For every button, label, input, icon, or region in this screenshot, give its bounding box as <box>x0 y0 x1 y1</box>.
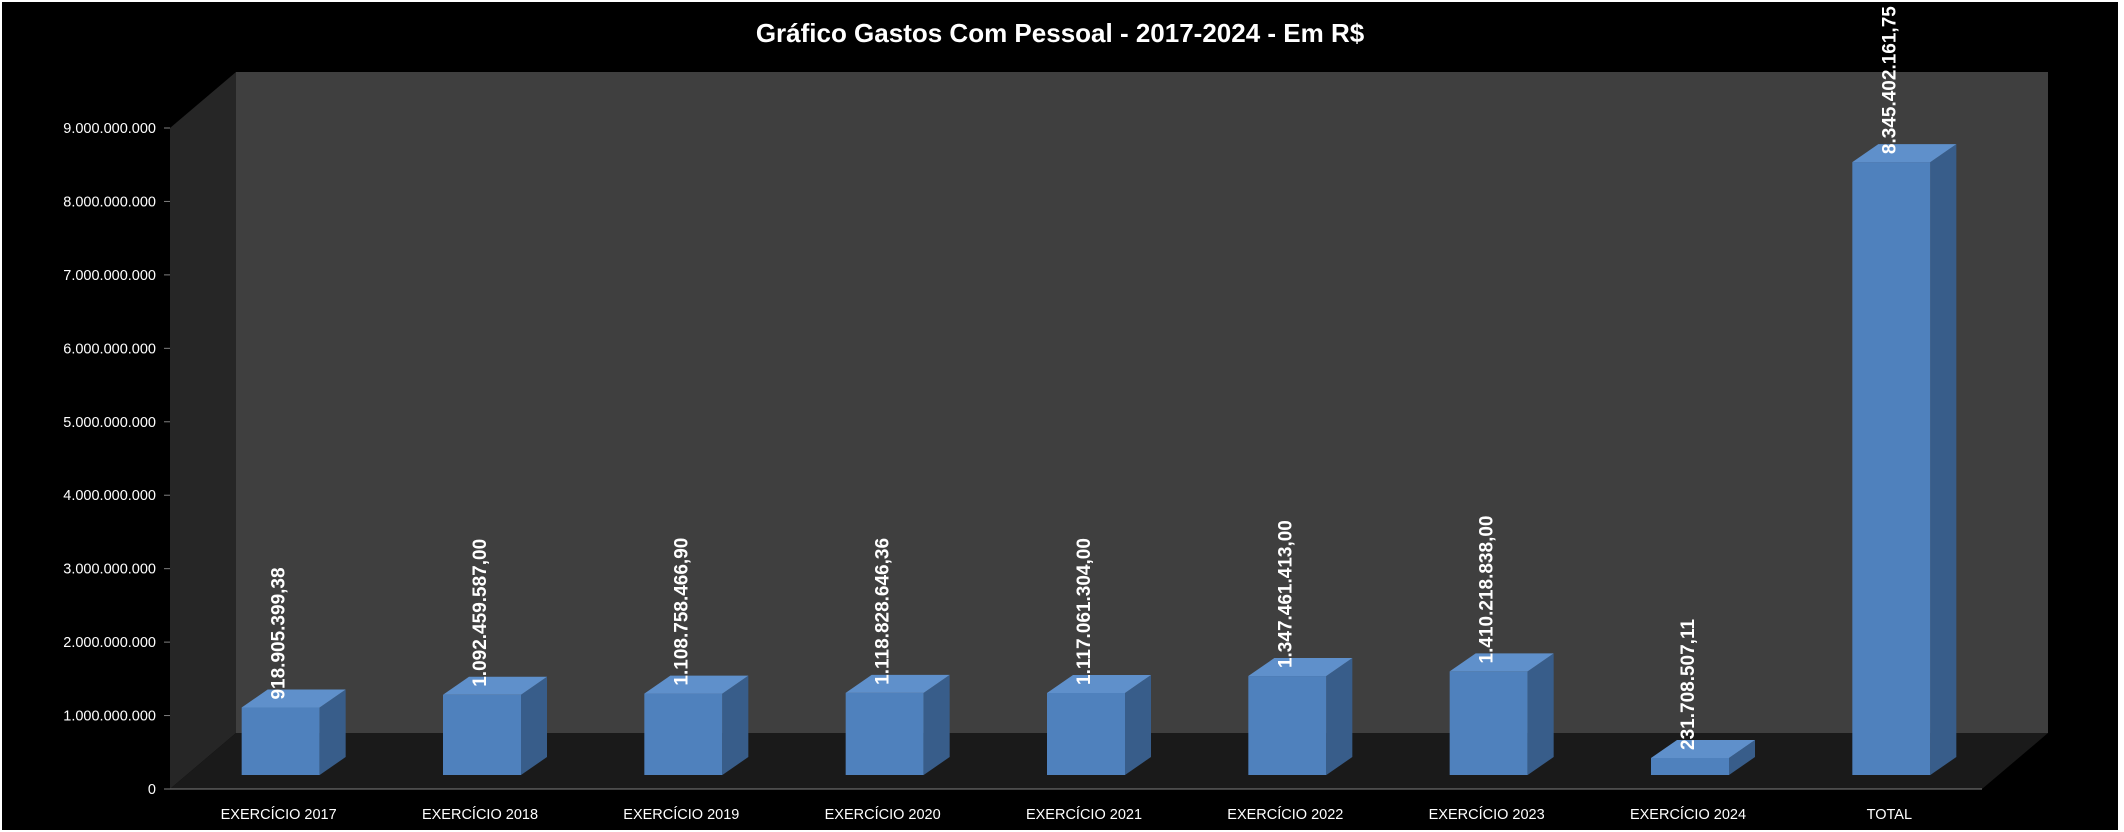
bar-top <box>1852 144 1957 163</box>
y-tick-label: 3.000.000.000 <box>63 562 156 578</box>
bar-side <box>1125 674 1151 775</box>
bar-front <box>845 692 924 775</box>
x-tick-label: EXERCÍCIO 2024 <box>1630 806 1746 823</box>
bar <box>1651 739 1755 775</box>
bar-side <box>319 689 346 775</box>
back-wall <box>236 72 2048 733</box>
bar-top <box>1047 674 1151 693</box>
x-tick-label: EXERCÍCIO 2023 <box>1429 806 1545 823</box>
bar-top <box>241 689 346 708</box>
bar-front <box>1651 757 1729 775</box>
y-tick-label: 4.000.000.000 <box>63 488 156 504</box>
y-tick-label: 1.000.000.000 <box>63 709 156 725</box>
data-label: 1.347.461.413,00 <box>1275 520 1296 668</box>
bar-front <box>1248 676 1327 775</box>
bar <box>644 675 749 775</box>
bar-front <box>644 693 723 775</box>
bars <box>241 144 1957 776</box>
x-tick-label: EXERCÍCIO 2020 <box>825 806 941 823</box>
bar-top <box>845 674 950 693</box>
side-wall <box>170 72 236 789</box>
x-tick-label: EXERCÍCIO 2018 <box>422 806 538 823</box>
bar-top <box>1651 739 1755 758</box>
x-tick-label: EXERCÍCIO 2021 <box>1026 806 1142 823</box>
chart-title: Gráfico Gastos Com Pessoal - 2017-2024 -… <box>756 18 1365 48</box>
data-label: 918.905.399,38 <box>269 567 290 699</box>
bar-side <box>1326 658 1353 775</box>
y-tick-label: 5.000.000.000 <box>63 415 156 431</box>
y-tick-label: 2.000.000.000 <box>63 635 156 651</box>
y-axis: 0 1.000.000.000 2.000.000.000 3.000.000.000… <box>63 121 170 798</box>
data-label: 8.345.402.161,75 <box>1879 6 1900 154</box>
bar-front <box>1047 692 1125 775</box>
chart-walls <box>170 72 2048 790</box>
bar <box>443 676 547 775</box>
x-tick-label: EXERCÍCIO 2022 <box>1227 806 1343 823</box>
bar-side <box>722 675 749 775</box>
data-label: 1.108.758.466,90 <box>671 538 692 686</box>
bar-side <box>1527 653 1554 775</box>
x-tick-label: EXERCÍCIO 2019 <box>623 806 739 823</box>
bar-side <box>521 676 547 775</box>
bar-top <box>1248 658 1353 677</box>
bar <box>241 689 346 775</box>
bar-front <box>1449 671 1528 775</box>
bar-front <box>443 694 521 775</box>
bar-top <box>644 675 749 694</box>
bar <box>1852 144 1957 776</box>
x-tick-label: EXERCÍCIO 2017 <box>221 806 337 823</box>
bar-side <box>1729 739 1755 775</box>
x-tick-label: TOTAL <box>1867 807 1912 823</box>
bar <box>845 674 950 775</box>
bar-top <box>443 676 547 695</box>
bar-top <box>1449 653 1554 672</box>
y-tick-label: 7.000.000.000 <box>63 268 156 284</box>
bar <box>1047 674 1151 775</box>
bar <box>1449 653 1554 775</box>
x-axis: EXERCÍCIO 2017 EXERCÍCIO 2018 EXERCÍCIO 20… <box>221 806 1912 823</box>
data-label: 231.708.507,11 <box>1678 619 1699 750</box>
bar <box>1248 658 1353 775</box>
data-label: 1.117.061.304,00 <box>1074 538 1095 685</box>
bar-side <box>1930 144 1957 776</box>
data-label: 1.118.828.646,36 <box>873 538 894 685</box>
y-tick-label: 0 <box>148 782 156 798</box>
bar-side <box>923 674 950 775</box>
data-labels: 918.905.399,38 1.092.459.587,00 1.108.758.… <box>269 6 1901 750</box>
data-label: 1.410.218.838,00 <box>1477 516 1498 664</box>
y-tick-label: 9.000.000.000 <box>63 121 156 137</box>
y-tick-label: 6.000.000.000 <box>63 341 156 357</box>
bar-front <box>241 707 320 775</box>
y-tick-label: 8.000.000.000 <box>63 194 156 210</box>
bar-front <box>1852 162 1931 776</box>
data-label: 1.092.459.587,00 <box>470 539 491 687</box>
